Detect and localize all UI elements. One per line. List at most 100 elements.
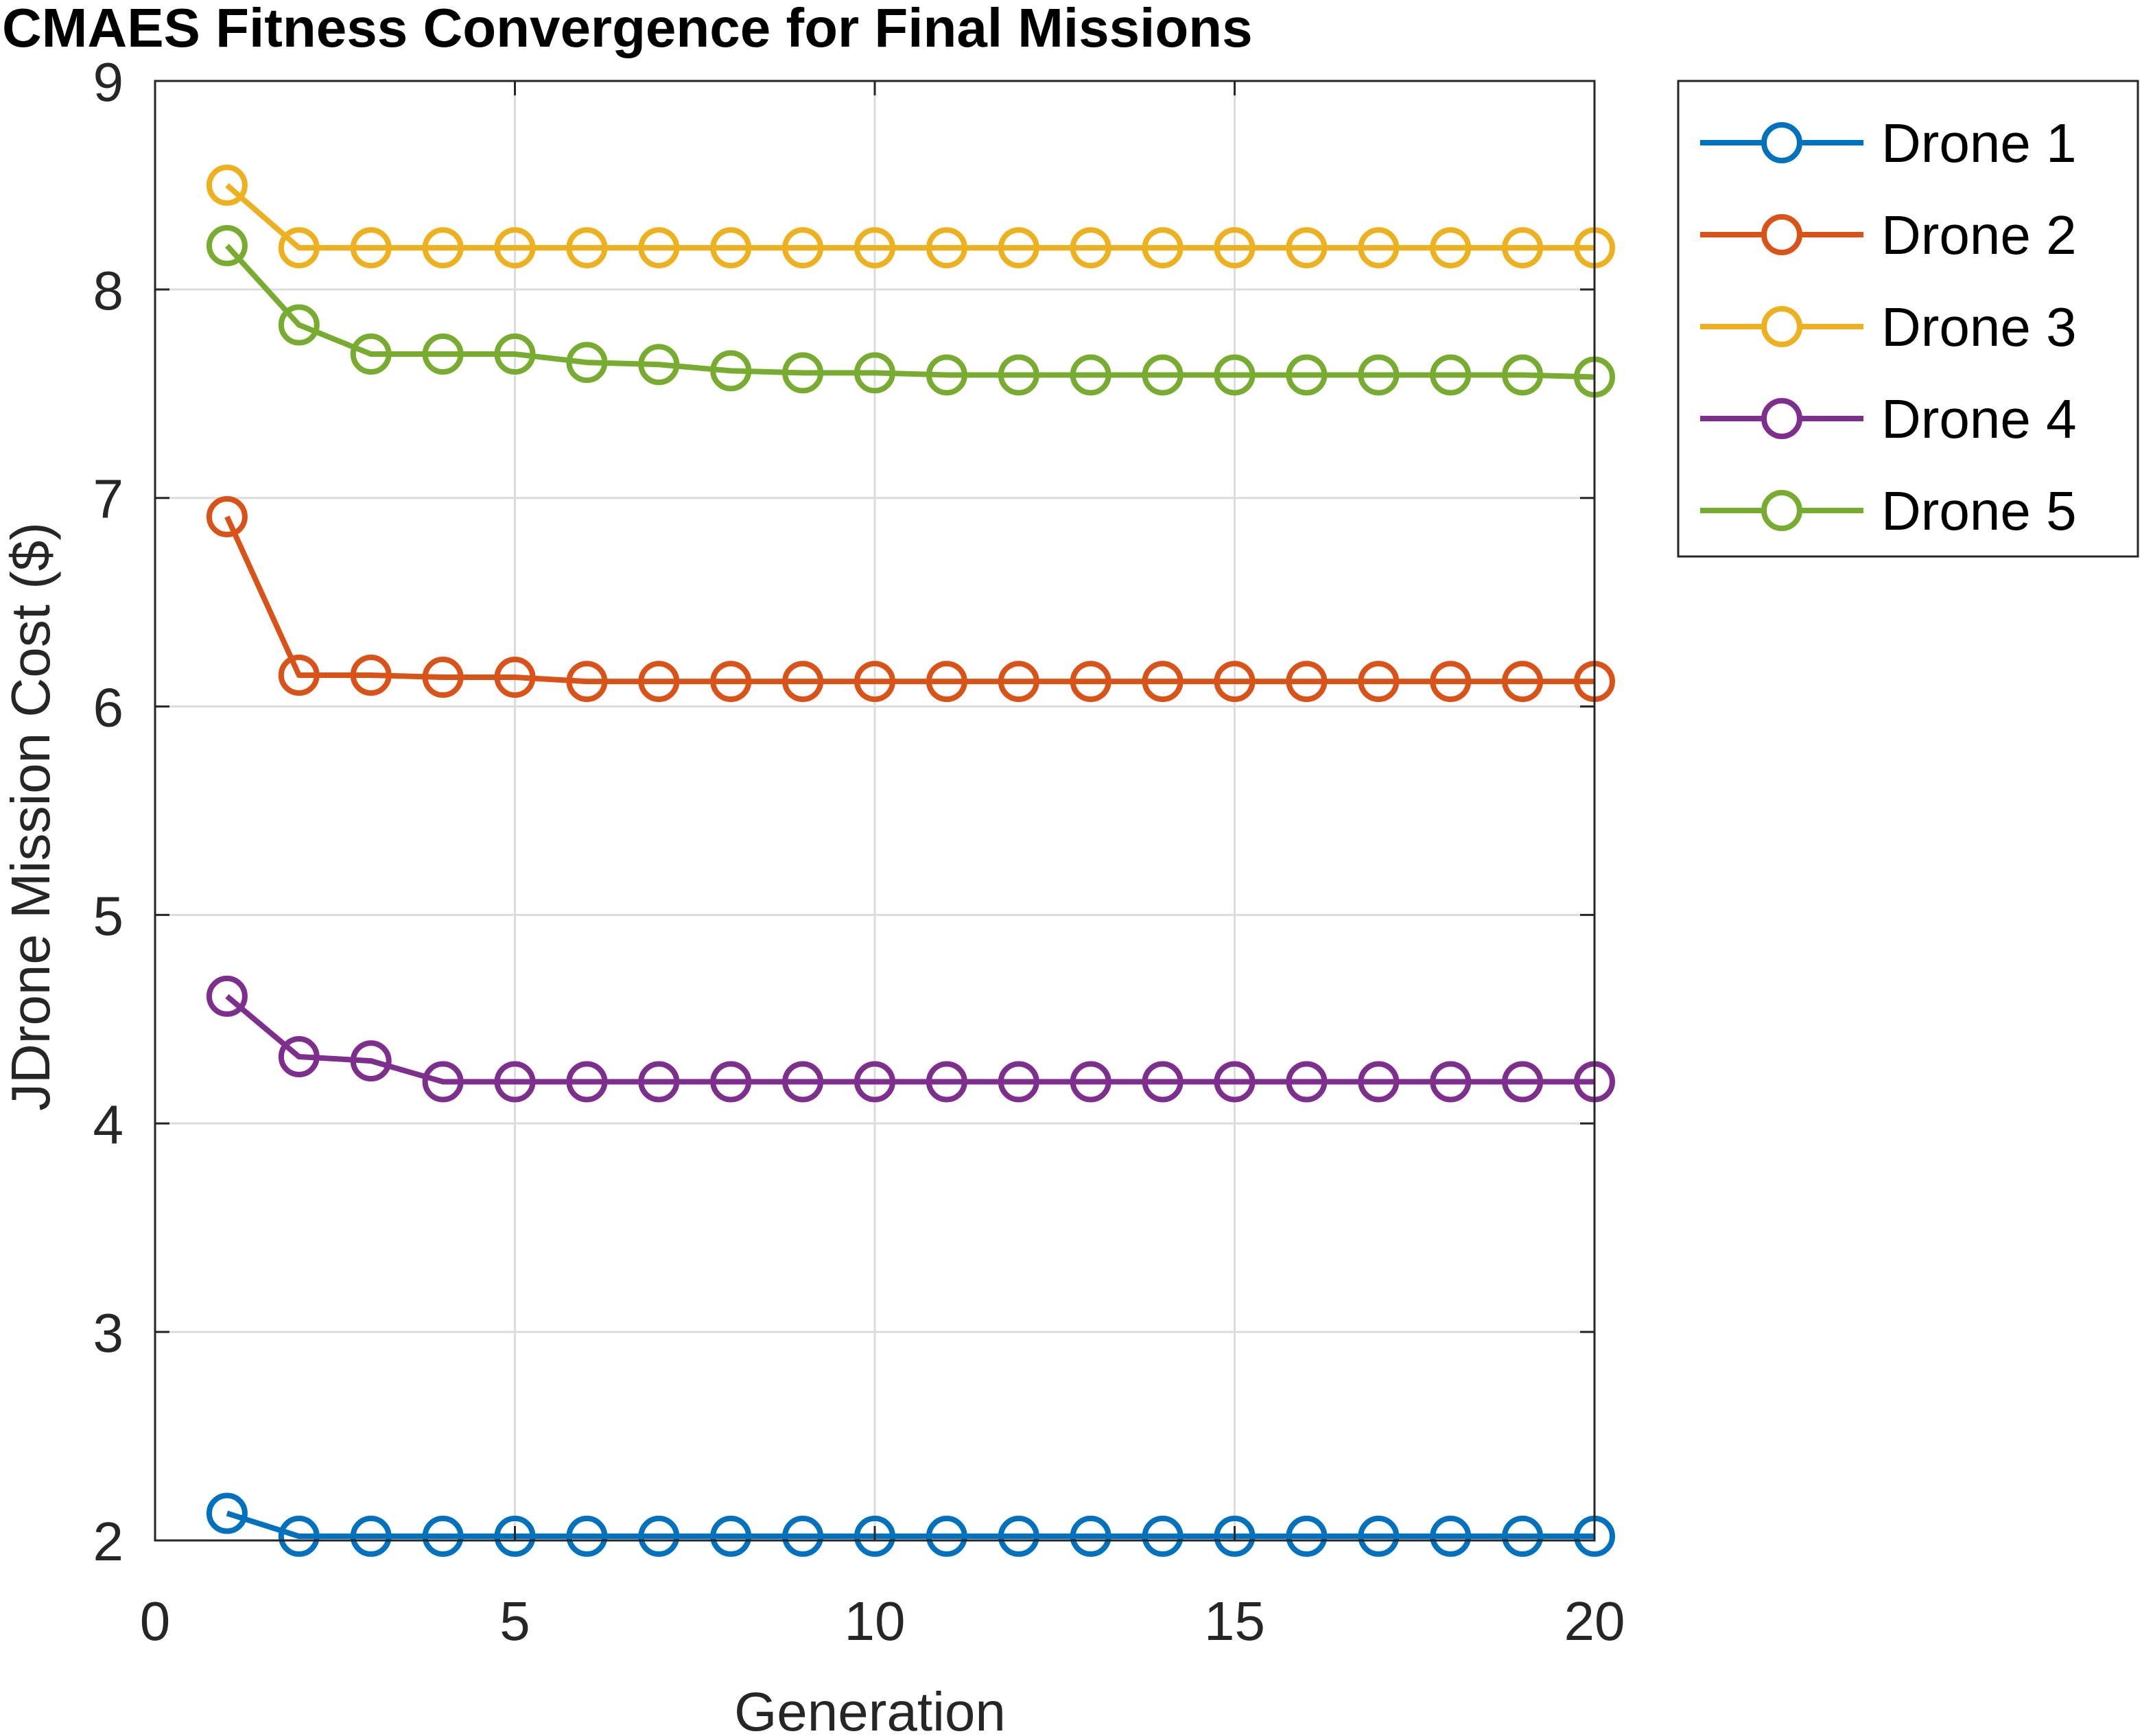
data-point (1358, 1061, 1400, 1103)
legend-swatch-marker (1761, 306, 1802, 347)
series-1 (206, 1492, 1615, 1557)
data-point (422, 657, 464, 699)
data-point (782, 661, 824, 703)
data-point (854, 661, 895, 703)
legend-item: Drone 3 (1700, 296, 2077, 357)
data-point (638, 227, 680, 269)
data-point (926, 227, 967, 269)
x-tick-label: 20 (1564, 1591, 1625, 1652)
series-layer (206, 164, 1615, 1557)
series-line (224, 515, 1594, 685)
data-point (1142, 227, 1184, 269)
legend-label: Drone 5 (1881, 480, 2077, 541)
data-point (782, 1061, 824, 1103)
data-point (494, 1061, 536, 1103)
data-point (1070, 1515, 1111, 1557)
data-point (926, 354, 967, 396)
data-point (278, 1036, 320, 1078)
data-point (854, 1061, 895, 1103)
data-point (710, 227, 752, 269)
data-point (1142, 1515, 1184, 1557)
data-point (206, 225, 248, 267)
data-point (422, 227, 464, 269)
legend-item: Drone 1 (1700, 113, 2077, 174)
series-line (224, 244, 1595, 380)
legend: Drone 1 Drone 2 Drone 3 Drone 4 Drone 5 (1677, 80, 2139, 558)
data-point (494, 333, 536, 375)
data-point (1214, 1061, 1256, 1103)
data-point (1286, 661, 1328, 703)
y-tick-label: 8 (93, 260, 124, 321)
data-point (1214, 227, 1256, 269)
legend-label: Drone 3 (1881, 296, 2077, 357)
data-point (710, 350, 752, 392)
data-point (1502, 661, 1544, 703)
legend-swatch-marker (1761, 122, 1802, 163)
series-4 (206, 975, 1615, 1103)
x-axis-label: Generation (734, 1681, 1006, 1736)
data-point (422, 1515, 464, 1557)
data-point (1142, 1061, 1184, 1103)
data-point (1502, 1515, 1544, 1557)
data-point (350, 1040, 392, 1082)
y-tick-label: 6 (93, 677, 124, 738)
legend-label: Drone 1 (1881, 113, 2077, 174)
data-point (494, 1515, 536, 1557)
data-point (1070, 661, 1111, 703)
data-point (350, 333, 392, 375)
data-point (854, 1515, 895, 1557)
series-line (226, 1510, 1594, 1539)
chart-title: CMAES Fitness Convergence for Final Miss… (2, 0, 1253, 58)
data-point (350, 227, 392, 269)
legend-item: Drone 2 (1700, 204, 2077, 266)
data-point (1430, 661, 1472, 703)
legend-items: Drone 1 Drone 2 Drone 3 Drone 4 Drone 5 (1700, 113, 2077, 541)
data-point (1430, 354, 1472, 396)
data-point (206, 164, 248, 206)
legend-box (1677, 80, 2139, 558)
data-point (638, 661, 680, 703)
data-point (1214, 1515, 1256, 1557)
data-point (1286, 354, 1328, 396)
legend-item: Drone 5 (1700, 480, 2077, 541)
data-point (854, 227, 895, 269)
data-point (206, 1492, 248, 1534)
data-point (998, 1515, 1039, 1557)
y-tick-label: 4 (93, 1094, 124, 1155)
legend-swatch-marker (1761, 214, 1802, 255)
data-point (1142, 354, 1184, 396)
data-point (926, 1061, 967, 1103)
data-point (1070, 1061, 1111, 1103)
data-point (566, 1515, 608, 1557)
axis-ticks: 0 5 10 15 20 2 3 4 5 6 7 8 9 (93, 51, 1625, 1652)
data-point (926, 1515, 967, 1557)
legend-label: Drone 2 (1881, 204, 2077, 266)
data-point (854, 352, 895, 394)
data-point (710, 1515, 752, 1557)
data-point (350, 654, 392, 696)
data-point (206, 496, 248, 538)
data-point (278, 227, 320, 269)
legend-item: Drone 4 (1700, 388, 2077, 449)
grid-lines (154, 80, 1596, 1542)
data-point (1502, 1061, 1544, 1103)
data-point (1502, 227, 1544, 269)
data-point (1286, 1061, 1328, 1103)
data-point (782, 352, 824, 394)
data-point (998, 354, 1039, 396)
y-tick-label: 9 (93, 51, 124, 113)
data-point (638, 1061, 680, 1103)
series-2 (206, 496, 1615, 703)
data-point (1358, 354, 1400, 396)
data-point (1214, 354, 1256, 396)
data-point (1430, 227, 1472, 269)
data-point (1358, 1515, 1400, 1557)
series-5 (206, 225, 1615, 398)
data-point (1070, 227, 1111, 269)
data-point (1286, 227, 1328, 269)
series-3 (206, 164, 1615, 269)
data-point (998, 1061, 1039, 1103)
data-point (1286, 1515, 1328, 1557)
data-point (1142, 661, 1184, 703)
y-tick-label: 2 (93, 1511, 124, 1572)
